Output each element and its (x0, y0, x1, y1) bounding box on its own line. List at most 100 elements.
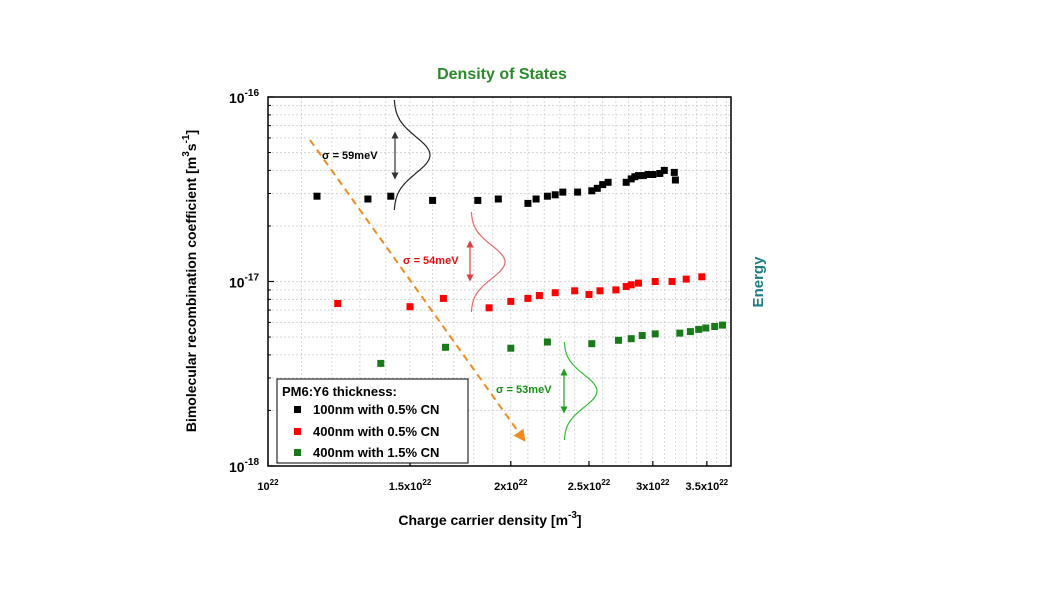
data-point-series-0 (593, 184, 601, 192)
data-point-series-2 (702, 324, 710, 332)
annotations: σ = 59meV σ = 54meV σ = 53meV (309, 99, 598, 442)
data-point-series-1 (524, 294, 532, 302)
data-point-series-2 (588, 340, 596, 348)
energy-axis-label: Energy (750, 256, 767, 308)
data-point-series-0 (627, 175, 635, 183)
data-point-series-0 (671, 176, 679, 184)
y-tick-exponent: -16 (245, 88, 260, 99)
data-point-series-0 (559, 188, 567, 196)
x-tick-mantissa: 2x10 (494, 481, 518, 493)
data-point-series-1 (612, 286, 620, 294)
data-point-series-1 (507, 297, 515, 305)
data-point-series-0 (588, 187, 596, 195)
x-tick-mantissa: 3x10 (636, 481, 660, 493)
data-point-series-2 (719, 321, 726, 329)
y-tick-exponent: -18 (245, 457, 260, 468)
x-tick-label: 1.5x1022 (389, 478, 432, 493)
data-point-series-1 (627, 281, 635, 289)
data-point-series-0 (494, 195, 502, 203)
legend-label-red: 400nm with 0.5% CN (313, 424, 439, 439)
data-point-series-0 (364, 195, 372, 203)
x-tick-label: 2.5x1022 (568, 478, 611, 493)
data-point-series-1 (651, 278, 659, 285)
data-point-series-0 (543, 192, 551, 200)
x-tick-exponent: 22 (270, 478, 279, 487)
y-tick-mantissa: 10 (229, 275, 245, 291)
dos-curve-black (393, 99, 431, 211)
data-point-series-0 (532, 195, 540, 203)
data-point-series-2 (615, 336, 622, 344)
x-tick-exponent: 22 (422, 478, 431, 487)
data-point-series-0 (604, 178, 612, 186)
data-point-series-1 (551, 289, 559, 297)
data-point-series-1 (635, 279, 642, 287)
trend-arrow (309, 139, 526, 442)
legend-label-black: 100nm with 0.5% CN (313, 402, 439, 417)
data-point-series-0 (644, 171, 652, 178)
data-point-series-2 (507, 344, 515, 352)
x-tick-label: 3.5x1022 (686, 478, 729, 493)
data-point-series-0 (656, 170, 664, 177)
y-axis-label-base: Bimolecular recombination coefficient [m (183, 157, 199, 432)
legend-label-green: 400nm with 1.5% CN (313, 445, 439, 460)
data-point-series-0 (660, 166, 668, 174)
data-point-series-0 (387, 192, 395, 200)
data-point-series-0 (649, 171, 657, 178)
y-tick-label: 10-17 (229, 273, 259, 291)
y-tick-exponent: -17 (245, 273, 260, 284)
y-tick-label: 10-16 (229, 88, 259, 106)
x-tick-mantissa: 10 (257, 481, 269, 493)
data-point-series-0 (599, 181, 607, 189)
x-tick-label: 2x1022 (494, 478, 528, 493)
y-axis-label: Bimolecular recombination coefficient [m… (181, 130, 199, 432)
data-point-series-2 (711, 323, 719, 330)
legend-marker-green (294, 449, 301, 456)
data-point-series-1 (698, 273, 706, 281)
y-tick-mantissa: 10 (229, 90, 245, 106)
data-point-series-0 (524, 199, 532, 207)
data-point-series-0 (474, 196, 482, 204)
x-tick-exponent: 22 (601, 478, 610, 487)
data-point-series-0 (631, 173, 639, 181)
legend-title: PM6:Y6 thickness: (282, 384, 397, 399)
data-point-series-1 (596, 287, 604, 295)
x-tick-label: 3x1022 (636, 478, 670, 493)
chart-title: Density of States (437, 66, 567, 83)
data-point-series-2 (627, 335, 635, 343)
x-axis-label-close: ] (577, 512, 582, 528)
data-point-series-1 (571, 287, 579, 295)
x-tick-exponent: 22 (719, 478, 728, 487)
data-point-series-2 (651, 330, 659, 338)
x-tick-exponent: 22 (661, 478, 670, 487)
x-tick-mantissa: 3.5x10 (686, 481, 720, 493)
data-point-series-2 (543, 338, 551, 346)
sigma-label: σ = 53meV (496, 384, 552, 396)
x-tick-mantissa: 2.5x10 (568, 481, 602, 493)
y-tick-mantissa: 10 (229, 459, 245, 475)
data-point-series-1 (406, 303, 414, 311)
x-tick-mantissa: 1.5x10 (389, 481, 423, 493)
dos-curve-red (470, 211, 506, 313)
data-point-series-1 (682, 275, 690, 283)
sigma-label: σ = 59meV (322, 150, 378, 162)
x-axis-label-base: Charge carrier density [m (398, 512, 568, 528)
data-point-series-2 (695, 325, 703, 333)
x-axis-label-exp: -3 (568, 510, 577, 521)
data-point-series-1 (334, 300, 342, 307)
data-point-series-1 (535, 292, 543, 299)
data-point-series-0 (639, 172, 647, 180)
x-tick-label: 1022 (257, 478, 279, 493)
data-point-series-2 (638, 332, 646, 339)
data-point-series-1 (585, 291, 593, 298)
data-point-series-1 (622, 283, 630, 290)
legend-box (276, 378, 469, 464)
x-tick-exponent: 22 (519, 478, 528, 487)
data-point-series-1 (485, 304, 493, 312)
data-point-series-2 (686, 328, 694, 336)
data-point-series-0 (313, 192, 321, 200)
legend: PM6:Y6 thickness: 100nm with 0.5% CN 400… (276, 378, 469, 464)
legend-marker-red (294, 428, 301, 435)
y-axis-label-mid: s (183, 143, 199, 151)
data-point-series-0 (574, 188, 582, 196)
data-point-series-0 (622, 178, 630, 186)
